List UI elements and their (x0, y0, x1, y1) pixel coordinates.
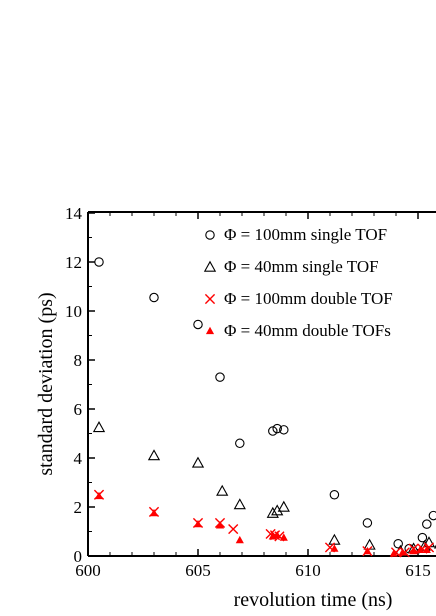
data-point-series-2 (271, 504, 284, 516)
data-points (92, 257, 436, 558)
x-tick-label: 605 (185, 561, 211, 580)
data-point-series-4 (398, 548, 407, 556)
x-tick-label: 610 (295, 561, 321, 580)
data-point-series-2 (147, 449, 161, 461)
y-tick-label: 0 (74, 547, 83, 566)
legend: Φ = 100mm single TOF Φ = 40mm single TOF Φ… (203, 225, 393, 340)
data-point-series-2 (328, 533, 341, 545)
data-point-series-1 (428, 510, 436, 521)
data-point-series-2 (233, 498, 246, 510)
data-point-series-1 (272, 423, 282, 434)
data-point-series-4 (149, 508, 159, 517)
data-point-series-1 (422, 519, 432, 529)
y-tick-label: 8 (74, 351, 83, 370)
x-axis-label: revolution time (ns) (234, 589, 393, 611)
data-point-series-1 (215, 372, 225, 382)
data-point-series-3 (228, 523, 239, 535)
data-point-series-1 (329, 489, 340, 500)
data-point-series-2 (216, 484, 229, 496)
data-point-series-1 (279, 425, 289, 435)
data-point-series-4 (363, 546, 372, 555)
legend-entry-3: Φ = 100mm double TOF (224, 289, 393, 308)
legend-marker-3 (204, 293, 216, 305)
data-point-series-1 (94, 257, 104, 267)
legend-entry-4: Φ = 40mm double TOFs (224, 321, 391, 340)
x-tick-label: 600 (75, 561, 101, 580)
data-point-series-4 (215, 521, 225, 529)
data-point-series-1 (149, 292, 159, 303)
data-point-series-2 (92, 421, 106, 433)
data-point-series-4 (389, 549, 398, 557)
legend-marker-2 (203, 260, 217, 272)
data-point-series-2 (266, 506, 279, 518)
legend-marker-4 (205, 326, 215, 335)
legend-marker-1 (205, 230, 215, 240)
data-point-series-1 (235, 438, 245, 449)
data-point-series-4 (409, 546, 418, 555)
data-point-series-4 (235, 535, 244, 544)
data-point-series-4 (193, 519, 203, 528)
y-axis-label: standard deviation (ps) (35, 292, 57, 475)
y-tick-label: 12 (65, 253, 82, 272)
x-tick-label: 615 (405, 561, 431, 580)
data-point-series-4 (330, 544, 339, 552)
legend-entry-2: Φ = 40mm single TOF (224, 257, 379, 276)
data-point-series-1 (193, 319, 203, 330)
data-point-series-4 (422, 545, 431, 553)
data-point-series-2 (191, 456, 205, 468)
data-point-series-1 (362, 518, 373, 528)
data-point-series-4 (279, 533, 288, 541)
legend-entry-1: Φ = 100mm single TOF (224, 225, 387, 244)
y-tick-label: 2 (74, 498, 83, 517)
data-point-series-1 (417, 532, 428, 543)
data-point-series-4 (273, 530, 282, 539)
data-point-series-1 (393, 538, 403, 549)
data-point-series-2 (363, 538, 376, 550)
y-tick-label: 14 (65, 204, 83, 223)
y-tick-label: 6 (74, 400, 83, 419)
y-tick-label: 10 (65, 302, 82, 321)
data-point-series-2 (277, 500, 290, 512)
data-point-series-4 (416, 545, 425, 553)
data-point-series-4 (94, 491, 104, 500)
axes-layer: 60060561061562002468101214 (65, 204, 436, 580)
y-tick-label: 4 (74, 449, 83, 468)
